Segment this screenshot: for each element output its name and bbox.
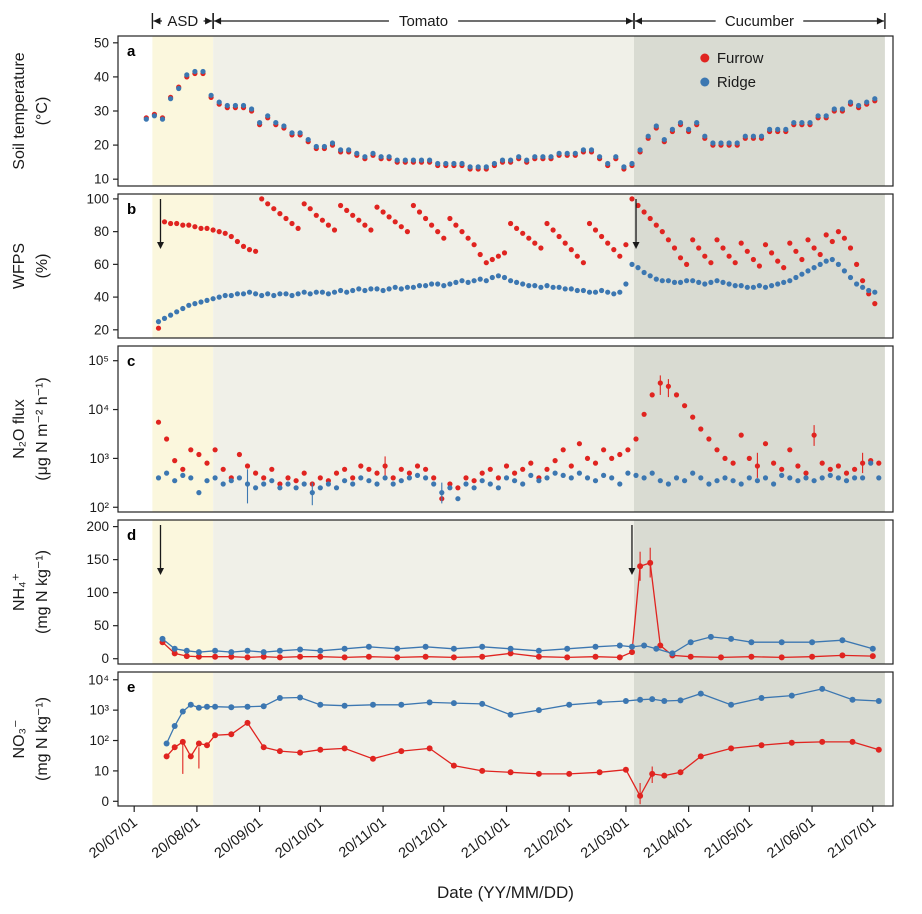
panel-border — [117, 671, 894, 807]
y-tick-label: 20 — [94, 322, 109, 337]
shaded-region — [152, 194, 214, 338]
y-tick-label: 0 — [101, 794, 109, 809]
y-tick-label: 10⁴ — [88, 672, 109, 687]
y-axis-label: NO₃⁻ — [11, 720, 28, 759]
y-tick-label: 10³ — [89, 703, 109, 718]
region-label-cucumber: Cucumber — [725, 13, 794, 30]
shaded-region — [213, 194, 634, 338]
y-tick-label: 20 — [94, 138, 109, 153]
shaded-region — [213, 672, 634, 806]
shaded-region — [213, 346, 634, 512]
panel-d: 0 50 100 150 200 d NH₄⁺ (mg N kg⁻¹) — [11, 519, 894, 666]
y-axis-unit-label: (μg N m⁻² h⁻¹) — [34, 377, 51, 480]
y-axis-unit-label: (mg N kg⁻¹) — [34, 697, 51, 781]
y-tick-label: 150 — [86, 552, 109, 567]
event-arrow-head — [628, 567, 636, 575]
panel-letter: d — [127, 527, 136, 544]
panel-letter: c — [127, 353, 135, 370]
legend-label-ridge: Ridge — [717, 74, 756, 91]
shaded-region — [152, 346, 214, 512]
panel-c: 10² 10³ 10⁴ 10⁵ c N₂O flux (μg N m⁻² h⁻¹) — [11, 345, 894, 515]
y-tick-label: 10² — [89, 500, 109, 515]
panel-a: 10 20 30 40 50 a Soil temperature (°C) — [11, 35, 894, 187]
legend-marker-ridge — [700, 77, 710, 87]
y-tick-label: 60 — [94, 257, 109, 272]
y-tick-label: 10³ — [89, 451, 109, 466]
y-tick-label: 100 — [86, 191, 109, 206]
y-axis-unit-label: (°C) — [34, 97, 51, 126]
y-tick-label: 40 — [94, 69, 109, 84]
panel-letter: a — [127, 43, 136, 60]
y-tick-label: 100 — [86, 585, 109, 600]
y-tick-label: 30 — [94, 104, 109, 119]
y-tick-label: 10 — [94, 172, 109, 187]
y-tick-label: 50 — [94, 35, 109, 50]
shaded-region — [633, 672, 885, 806]
series-ridge — [143, 68, 878, 170]
region-label-asd: ASD — [167, 13, 198, 30]
legend-label-furrow: Furrow — [717, 50, 764, 67]
panel-b: 20 40 60 80 100 b WFPS (%) — [11, 191, 894, 339]
y-axis-label: Soil temperature — [11, 52, 28, 169]
y-tick-label: 80 — [94, 224, 109, 239]
y-tick-label: 40 — [94, 290, 109, 305]
y-axis-label: NH₄⁺ — [11, 573, 28, 611]
panel-e: 0 10 10² 10³ 10⁴ e NO₃⁻ (mg N kg⁻¹) — [11, 671, 894, 809]
event-arrow-head — [156, 567, 164, 575]
event-arrow-head — [632, 241, 640, 249]
event-arrow-head — [156, 241, 164, 249]
shaded-region — [213, 520, 634, 664]
y-tick-label: 50 — [94, 618, 109, 633]
series-furrow — [155, 375, 882, 502]
legend-marker-furrow — [700, 53, 710, 63]
panel-border — [117, 193, 894, 339]
series-ridge — [155, 460, 882, 506]
panel-letter: e — [127, 679, 135, 696]
legend: Furrow Ridge — [700, 50, 764, 91]
x-axis-title: Date (YY/MM/DD) — [437, 883, 574, 902]
panel-border — [117, 519, 894, 665]
series-furrow — [155, 196, 878, 331]
y-tick-label: 10 — [94, 763, 109, 778]
y-axis-unit-label: (mg N kg⁻¹) — [34, 550, 51, 634]
series-furrow — [163, 719, 882, 805]
y-tick-label: 10⁴ — [88, 402, 109, 417]
y-tick-label: 200 — [86, 519, 109, 534]
y-tick-label: 10⁵ — [88, 353, 109, 368]
series-ridge — [155, 256, 878, 325]
series-ridge — [163, 685, 882, 747]
panel-border — [117, 345, 894, 513]
region-label-tomato: Tomato — [399, 13, 448, 30]
series-ridge — [159, 633, 876, 657]
y-tick-label: 10² — [89, 733, 109, 748]
y-tick-label: 0 — [101, 651, 109, 666]
crop-period-annotations: ASD Tomato Cucumber — [151, 13, 886, 30]
y-axis-label: N₂O flux — [11, 399, 28, 459]
shaded-region — [633, 346, 885, 512]
y-axis-label: WFPS — [11, 243, 28, 289]
panel-letter: b — [127, 201, 136, 218]
y-axis-unit-label: (%) — [34, 254, 51, 279]
shaded-region — [152, 36, 214, 186]
